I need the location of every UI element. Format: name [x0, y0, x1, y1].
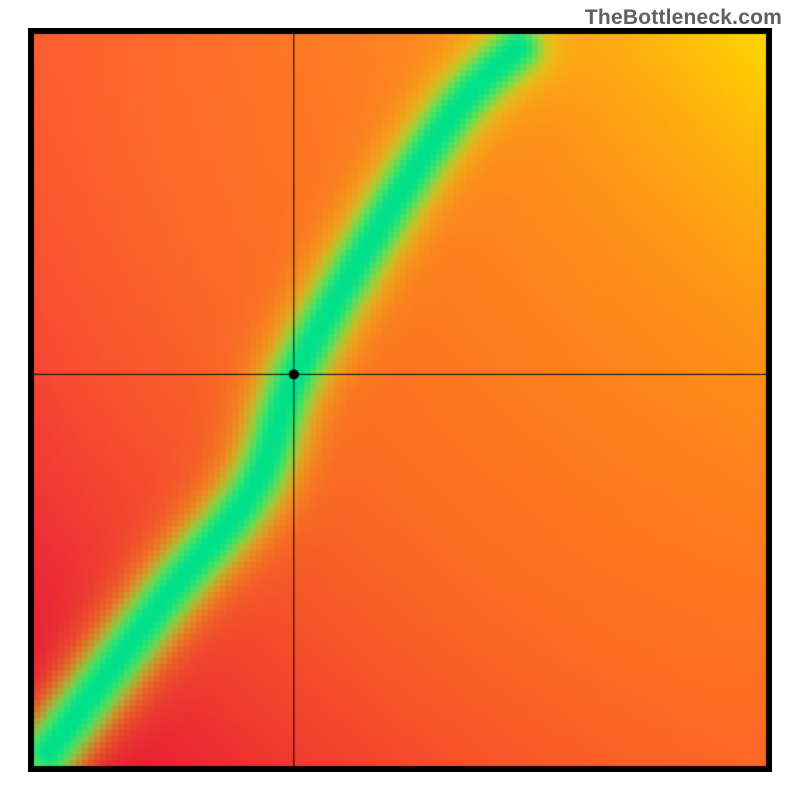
- watermark-text: TheBottleneck.com: [585, 6, 782, 30]
- bottleneck-heatmap: [28, 28, 772, 772]
